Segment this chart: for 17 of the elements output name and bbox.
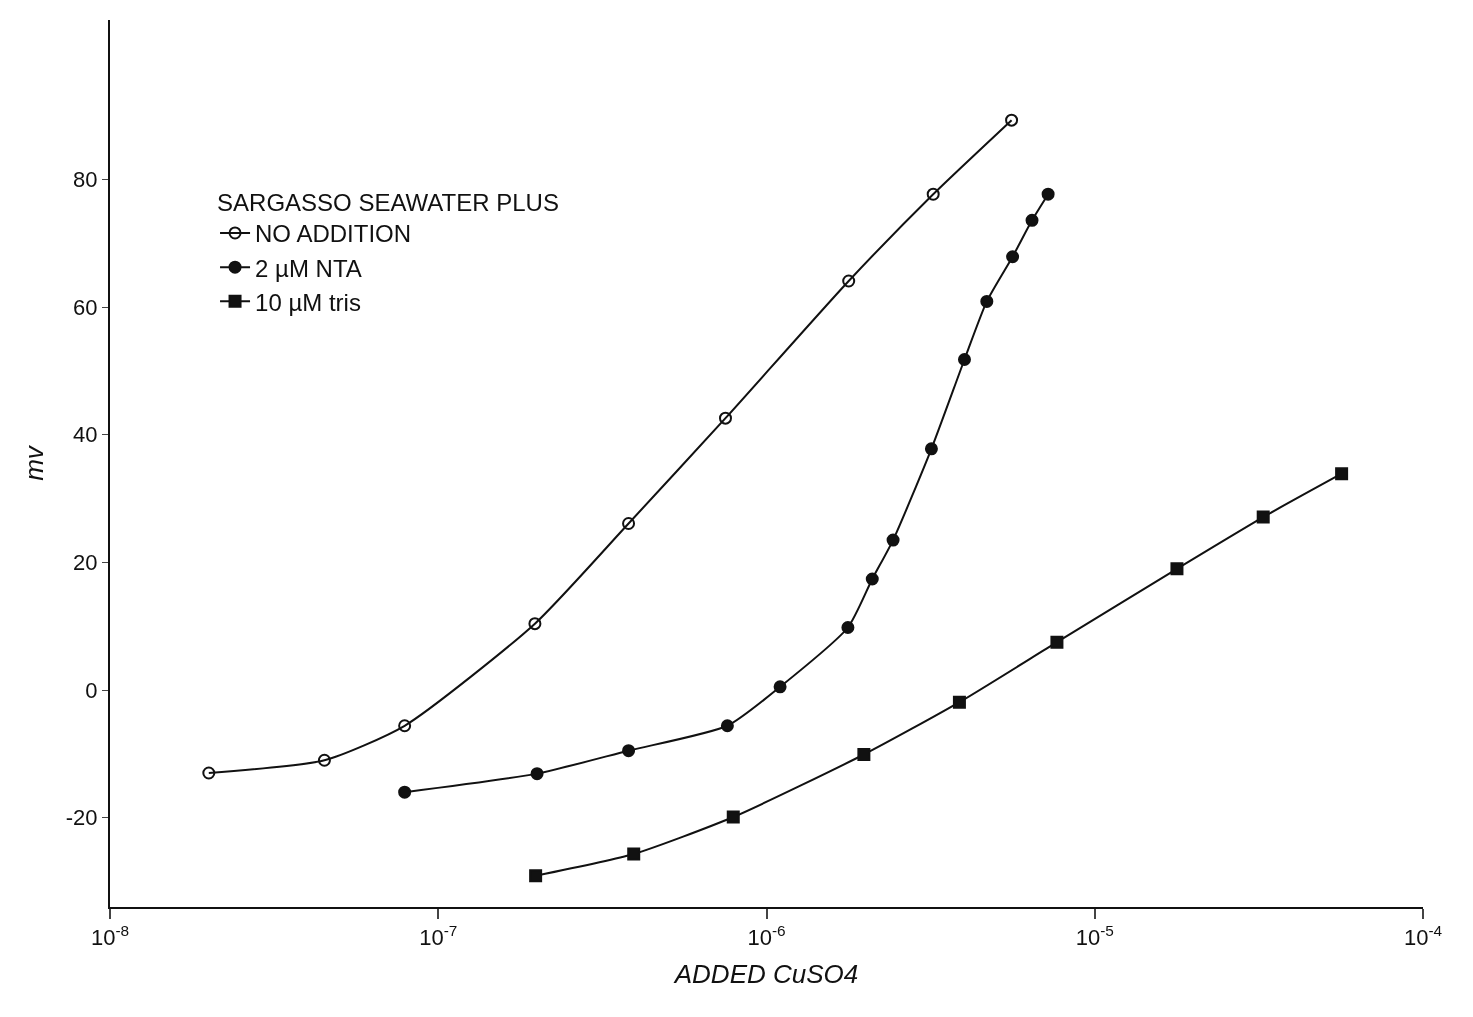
x-tick-label: 10$^{-6}$ xyxy=(747,922,786,951)
legend-label: 2 µM NTA xyxy=(255,254,362,282)
y-tick-label: -20 xyxy=(65,805,98,831)
y-tick-label: 40 xyxy=(73,422,98,448)
x-tick-label: 10$^{-7}$ xyxy=(419,922,458,951)
y-tick-label: 60 xyxy=(73,294,98,320)
x-tick-label: 10$^{-8}$ xyxy=(90,922,130,951)
legend-label: NO ADDITION xyxy=(255,220,412,248)
y-tick-label: 0 xyxy=(85,677,98,703)
legend-title: SARGASSO SEAWATER PLUS xyxy=(217,188,559,216)
x-axis-title: ADDED CuSO4 xyxy=(672,958,859,989)
y-tick-label: 20 xyxy=(73,550,98,576)
y-axis-title: mv xyxy=(18,444,49,481)
x-tick-label: 10$^{-4}$ xyxy=(1403,922,1443,951)
legend-label: 10 µM tris xyxy=(255,288,361,316)
x-tick-label: 10$^{-5}$ xyxy=(1075,922,1114,951)
y-tick-label: 80 xyxy=(73,167,98,193)
